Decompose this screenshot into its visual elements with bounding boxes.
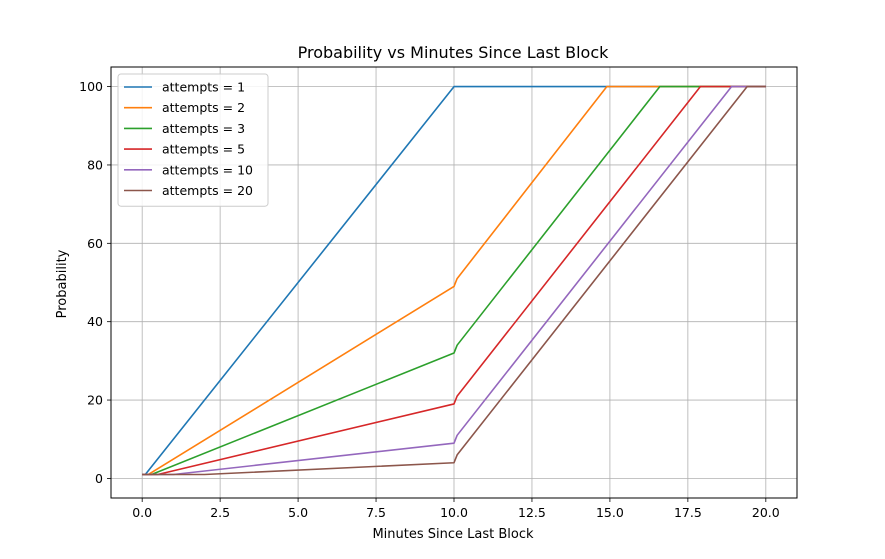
y-tick-label: 60 bbox=[87, 236, 103, 251]
y-tick-label: 100 bbox=[79, 79, 103, 94]
legend-box bbox=[117, 73, 269, 207]
x-tick-label: 12.5 bbox=[518, 505, 546, 520]
x-tick-label: 10.0 bbox=[440, 505, 468, 520]
y-tick-label: 80 bbox=[87, 157, 103, 172]
y-tick-label: 20 bbox=[87, 393, 103, 408]
legend-label: attempts = 3 bbox=[162, 121, 245, 136]
legend: attempts = 1 attempts = 2 attempts = 3 atte… bbox=[117, 73, 269, 207]
series-line-6 bbox=[142, 85, 766, 476]
x-axis-label: Minutes Since Last Block bbox=[372, 527, 534, 542]
x-tick-label: 2.5 bbox=[210, 505, 230, 520]
x-tick-label: 17.5 bbox=[674, 505, 702, 520]
x-tick-label: 20.0 bbox=[752, 505, 780, 520]
x-tick-label: 15.0 bbox=[596, 505, 624, 520]
legend-label: attempts = 1 bbox=[162, 80, 245, 95]
axis-ticks: 0.0 2.5 5.0 7.5 10.0 12.5 15.0 17.5 20.0 0 20 40 60 8… bbox=[79, 79, 780, 520]
plot-lines bbox=[142, 85, 766, 476]
x-tick-label: 5.0 bbox=[288, 505, 308, 520]
y-axis-label: Probability bbox=[55, 249, 70, 318]
legend-label: attempts = 5 bbox=[162, 142, 245, 157]
y-tick-label: 0 bbox=[95, 471, 103, 486]
legend-label: attempts = 2 bbox=[162, 100, 245, 115]
legend-label: attempts = 10 bbox=[162, 162, 253, 177]
legend-label: attempts = 20 bbox=[162, 183, 253, 198]
x-tick-label: 7.5 bbox=[366, 505, 386, 520]
chart-title: Probability vs Minutes Since Last Block bbox=[298, 43, 610, 62]
x-tick-label: 0.0 bbox=[132, 505, 152, 520]
y-tick-label: 40 bbox=[87, 314, 103, 329]
